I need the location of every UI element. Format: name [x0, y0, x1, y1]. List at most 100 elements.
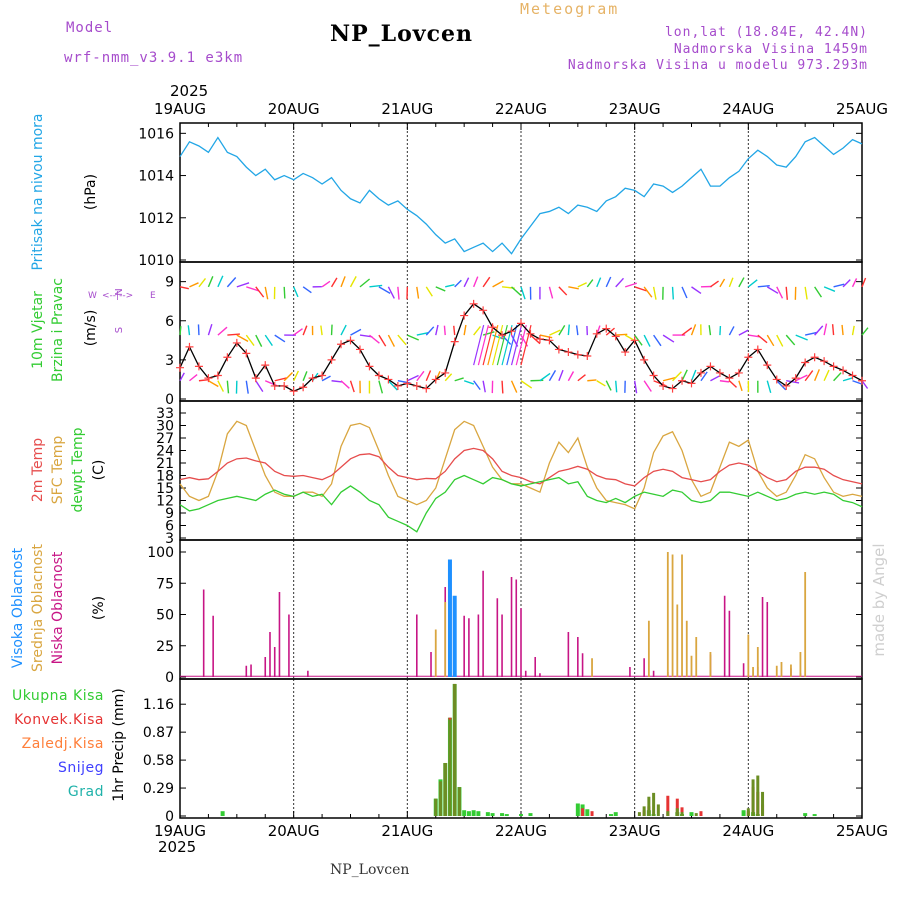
wind-arrow [397, 334, 407, 346]
wind-arrow [643, 286, 653, 298]
precip-bar [666, 795, 670, 816]
wind-arrow [454, 279, 462, 288]
wind-arrow [662, 376, 676, 382]
wind-arrow [425, 370, 432, 382]
wind-arrow [634, 286, 647, 292]
temp-2m-line [179, 447, 863, 487]
wind-speed-marker [554, 345, 563, 354]
wind-arrow [397, 380, 411, 384]
wind-arrow [226, 277, 237, 288]
wind-speed-marker [734, 368, 743, 377]
wind-speed-marker [526, 329, 535, 338]
wind-speed-marker [545, 336, 554, 345]
wind-speed-marker [772, 375, 781, 384]
wind-arrow [757, 284, 770, 288]
wind-arrow [217, 275, 224, 288]
wind-arrow [378, 380, 384, 394]
wind-arrow [179, 372, 185, 382]
wind-speed-marker [270, 381, 279, 390]
wind-speed-marker [640, 355, 649, 364]
wind-arrow [359, 278, 371, 288]
wind-arrow [416, 370, 425, 382]
wind-arrow [728, 380, 737, 388]
wind-arrow [785, 334, 796, 346]
wind-arrow [577, 282, 587, 288]
wind-arrow [283, 286, 286, 299]
wind-arrow [539, 334, 553, 339]
date-label-top: 23AUG [609, 100, 661, 118]
wind-arrow [539, 372, 551, 382]
wind-arrow [510, 324, 523, 366]
precip-bar [448, 719, 452, 816]
wind-arrow [690, 324, 697, 336]
wind-arrow [293, 286, 299, 298]
model-label: Model [66, 20, 114, 36]
precip-bar [761, 791, 765, 816]
precip-bar [675, 798, 679, 816]
precip-bar [581, 808, 585, 816]
wind-arrow [786, 380, 800, 384]
wind-arrow [425, 286, 433, 297]
precip-bar [485, 812, 490, 816]
date-label-top: 20AUG [268, 100, 320, 118]
wind-arrow [861, 327, 869, 336]
wind-arrow [795, 374, 808, 382]
wind-arrow [350, 328, 362, 336]
wind-arrow [738, 277, 745, 288]
temp2m-ylabel: 2m Temp [30, 438, 46, 502]
wind-speed-marker [422, 384, 431, 393]
wind-speed-marker [535, 335, 544, 344]
wind-speed-marker [659, 381, 668, 390]
wind-arrow [349, 380, 355, 393]
precip-bar [608, 814, 613, 816]
precip-bar [637, 812, 641, 816]
precip-bar [680, 807, 684, 816]
wind-arrow [463, 277, 470, 288]
y-tick-label: 1016 [138, 126, 174, 142]
wind-speed-marker [763, 361, 772, 370]
wind-arrow [662, 334, 675, 343]
wind-speed-marker [280, 381, 289, 390]
wind-arrow [785, 286, 789, 300]
wind-speed-marker [251, 374, 260, 383]
wind-key-arrow: <--|--> [102, 291, 133, 301]
footer-station: NP_Lovcen [330, 862, 410, 878]
wind-arrow [217, 326, 228, 336]
precip-bar [642, 806, 646, 816]
date-label-bottom: 20AUG [268, 822, 320, 840]
wind-arrow [274, 377, 287, 382]
wind-arrow [681, 327, 693, 336]
precip-bar [462, 810, 467, 816]
wind-arrow [187, 325, 191, 336]
wind-arrow [672, 371, 682, 382]
wind-speed-marker [242, 349, 251, 358]
pressure-unit: (hPa) [83, 174, 99, 210]
wind-key-n: N [114, 288, 125, 295]
wind-speed-marker [668, 384, 677, 393]
wind-arrow [482, 380, 486, 393]
y-tick-label: 0 [165, 809, 174, 825]
cloud-unit: (%) [91, 596, 107, 620]
wind-arrow [748, 334, 760, 338]
date-label-top: 19AUG [154, 100, 206, 118]
sfctemp-ylabel: SFC Temp [50, 436, 66, 505]
precip-bar [812, 814, 817, 816]
wind-speed-marker [318, 371, 327, 380]
wind-speed-marker [460, 311, 469, 320]
wind-arrow [671, 286, 675, 300]
precip-bar [751, 779, 755, 816]
wind-arrow [719, 278, 726, 288]
precip-bar [746, 808, 750, 816]
wind-arrow [728, 277, 734, 288]
wind-arrow [719, 380, 730, 383]
wind-speed-marker [365, 362, 374, 371]
wind-arrow [407, 374, 419, 382]
wind-speed-marker [621, 348, 630, 357]
wind-arrow [207, 276, 214, 288]
precip-legend-item: Grad [68, 784, 104, 800]
wind-arrow [520, 286, 526, 300]
wind-arrow [511, 286, 522, 297]
wind-speed-marker [611, 332, 620, 341]
wind-arrow [387, 380, 398, 391]
wind-arrow [179, 286, 189, 290]
